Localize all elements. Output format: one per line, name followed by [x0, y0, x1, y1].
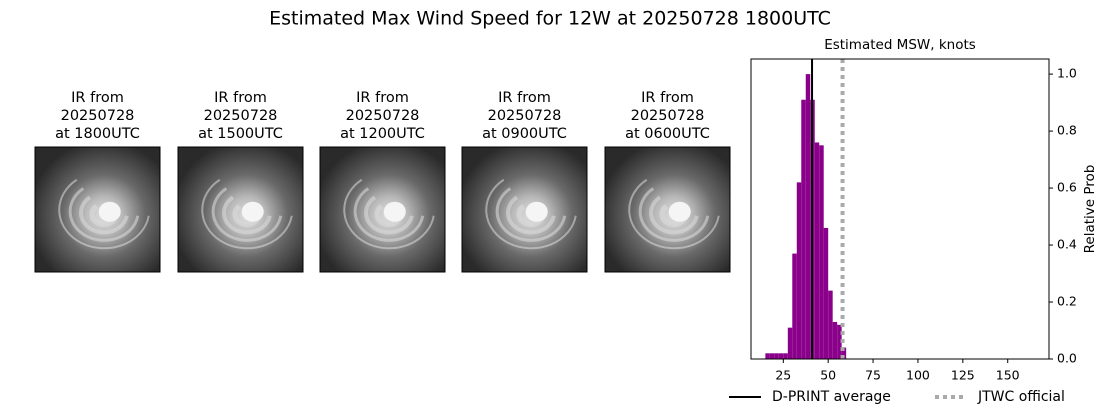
spiral-band [201, 178, 293, 250]
spiral-band [364, 195, 414, 235]
x-tick-label: 150 [996, 368, 1020, 383]
cloud-field [320, 147, 445, 272]
spiral-band [211, 187, 283, 242]
panel-title: IR from [641, 90, 694, 106]
panel-title: at 1500UTC [198, 126, 283, 142]
spiral-band [68, 187, 140, 242]
x-tick-label: 100 [906, 368, 930, 383]
cloud-field [178, 147, 303, 272]
satellite-image [461, 146, 588, 273]
histogram-bar [814, 142, 820, 359]
spiral-band [649, 195, 699, 235]
chart-title: Estimated MSW, knots [824, 37, 976, 53]
spiral-band [353, 187, 425, 242]
panel-title: at 1200UTC [340, 126, 425, 142]
panel-title: IR from [498, 90, 551, 106]
x-tick-label: 75 [865, 368, 881, 383]
histogram-bar [783, 353, 788, 359]
panel-title: IR from [71, 90, 124, 106]
histogram-bar [787, 327, 793, 359]
legend-label: D-PRINT average [772, 389, 891, 405]
panel-title: IR from [356, 90, 409, 106]
histogram-bar [805, 74, 811, 359]
panel-title: at 0600UTC [625, 126, 710, 142]
histogram-bar [769, 353, 775, 359]
spiral-band [58, 178, 150, 250]
histogram-bar [832, 321, 838, 359]
panel-title: at 1800UTC [55, 126, 140, 142]
cloud-field [462, 147, 587, 272]
y-tick-label: 1.0 [1057, 66, 1077, 81]
y-axis-label: Relative Prob [1082, 165, 1098, 254]
histogram-bar [774, 353, 779, 359]
spiral-band [628, 178, 720, 250]
histogram-bar [801, 99, 806, 360]
x-tick-label: 125 [951, 368, 975, 383]
panel-title: 20250728 [631, 108, 705, 124]
x-tick-label: 50 [820, 368, 836, 383]
panel-title: 20250728 [61, 108, 135, 124]
histogram-bar [837, 324, 842, 359]
y-tick-label: 0.0 [1057, 351, 1077, 366]
y-tick-label: 0.2 [1057, 294, 1077, 309]
spiral-band [506, 195, 556, 235]
image-frame [319, 146, 446, 273]
satellite-image [319, 146, 446, 273]
histogram-bar [765, 353, 770, 359]
spiral-band [485, 178, 577, 250]
cloud-field [605, 147, 730, 272]
histogram-bar [823, 227, 829, 359]
figure-title: Estimated Max Wind Speed for 12W at 2025… [269, 8, 831, 30]
panel-title: 20250728 [204, 108, 278, 124]
core [241, 201, 264, 222]
spiral-band [343, 178, 435, 250]
histogram-bar [828, 290, 833, 359]
legend-label: JTWC official [977, 389, 1065, 405]
spiral-band [495, 187, 567, 242]
histogram-bar [796, 182, 802, 359]
satellite-image [177, 146, 304, 273]
panel-title: 20250728 [488, 108, 562, 124]
y-tick-label: 0.6 [1057, 180, 1077, 195]
panel-title: 20250728 [346, 108, 420, 124]
image-frame [34, 146, 161, 273]
histogram-bar [819, 145, 824, 359]
histogram-bar [841, 347, 847, 359]
spiral-band [222, 195, 272, 235]
core [98, 201, 121, 222]
satellite-image [34, 146, 161, 273]
panel-title: IR from [214, 90, 267, 106]
image-frame [604, 146, 731, 273]
satellite-image [604, 146, 731, 273]
image-frame [177, 146, 304, 273]
image-frame [461, 146, 588, 273]
core [383, 201, 406, 222]
core [525, 201, 548, 222]
core [668, 201, 691, 222]
y-tick-label: 0.8 [1057, 123, 1077, 138]
panel-title: at 0900UTC [482, 126, 567, 142]
x-tick-label: 25 [775, 368, 791, 383]
plot-frame [750, 58, 1050, 360]
histogram-bar [778, 353, 784, 359]
y-tick-label: 0.4 [1057, 237, 1077, 252]
spiral-band [79, 195, 129, 235]
cloud-field [35, 147, 160, 272]
spiral-band [638, 187, 710, 242]
histogram-bar [792, 253, 797, 359]
